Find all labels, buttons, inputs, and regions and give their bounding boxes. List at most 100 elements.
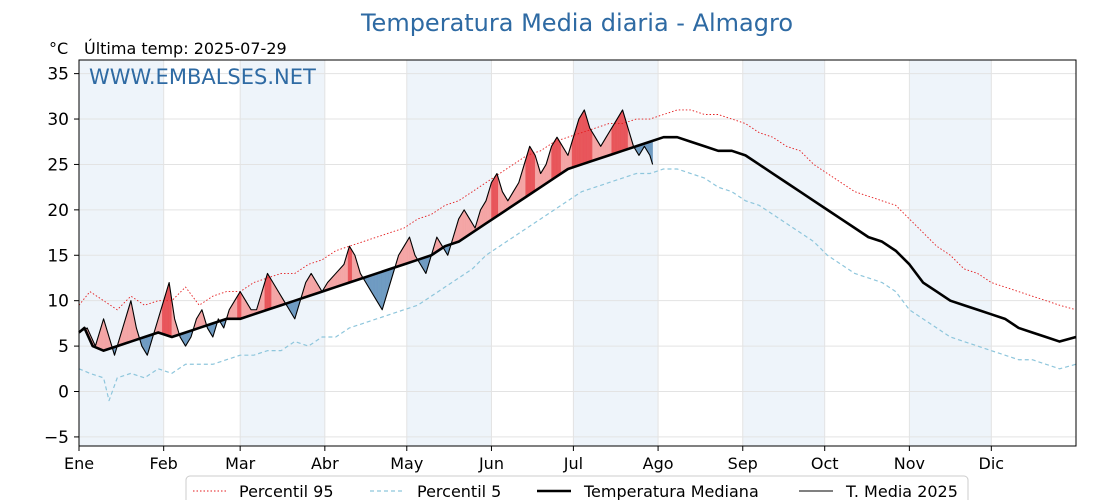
anomaly-fill-above [405, 240, 407, 265]
legend-label-p5: Percentil 5 [417, 482, 501, 500]
y-tick-label: 15 [47, 246, 69, 266]
legend-label-current: T. Media 2025 [845, 482, 958, 500]
anomaly-fill-above [551, 143, 554, 181]
anomaly-fill-above [492, 177, 495, 220]
anomaly-fill-above [533, 152, 536, 193]
anomaly-fill-above [406, 238, 409, 264]
anomaly-fill-above [621, 109, 623, 152]
anomaly-fill-below [376, 272, 379, 304]
anomaly-fill-above [589, 127, 592, 162]
anomaly-fill-above [611, 125, 614, 155]
anomaly-fill-above [461, 211, 463, 241]
anomaly-fill-above [349, 245, 351, 283]
anomaly-fill-above [582, 109, 585, 165]
anomaly-fill-above [163, 296, 166, 336]
anomaly-fill-above [353, 252, 356, 282]
legend: Percentil 95 Percentil 5 Temperatura Med… [185, 475, 969, 504]
legend-label-p95: Percentil 95 [239, 482, 334, 500]
anomaly-fill-above [351, 250, 354, 282]
anomaly-fill-above [607, 131, 610, 157]
x-tick-label: Sep [728, 454, 758, 473]
anomaly-fill-above [129, 300, 132, 343]
anomaly-fill-above [463, 209, 466, 239]
anomaly-fill-above [578, 116, 581, 166]
anomaly-fill-above [558, 138, 560, 176]
month-shade-Nov [909, 60, 992, 446]
anomaly-fill-above [466, 213, 469, 237]
anomaly-fill-above [588, 123, 590, 163]
anomaly-fill-above [560, 143, 563, 174]
anomaly-fill-above [491, 179, 494, 221]
anomaly-fill-above [555, 136, 558, 178]
anomaly-fill-above [528, 146, 530, 196]
anomaly-fill-above [614, 120, 616, 154]
chart-title: Temperatura Media diaria - Almagro [360, 9, 793, 37]
anomaly-fill-above [484, 200, 487, 225]
y-axis-ticks: −5 0 5 10 15 20 25 30 35 [44, 65, 79, 448]
x-tick-label: Abr [311, 454, 339, 473]
anomaly-fill-above [556, 136, 559, 177]
y-tick-label: 10 [47, 292, 69, 312]
anomaly-fill-above [242, 295, 245, 319]
anomaly-fill-above [590, 129, 593, 162]
anomaly-fill-above [580, 113, 582, 166]
anomaly-fill-above [552, 141, 555, 180]
month-shading [79, 60, 992, 446]
anomaly-fill-above [459, 213, 462, 242]
anomaly-fill-below [373, 273, 376, 300]
y-tick-label: 0 [58, 383, 69, 403]
anomaly-fill-above [562, 145, 565, 173]
x-tick-label: Ago [643, 454, 674, 473]
anomaly-fill-above [563, 147, 566, 173]
series-lines [78, 109, 1077, 402]
unit-label: °C [49, 39, 68, 58]
y-tick-label: 25 [47, 155, 69, 175]
anomaly-fill-above [167, 282, 170, 337]
x-tick-label: Jun [478, 454, 504, 473]
series-line-median [78, 135, 1077, 352]
anomaly-fill-above [267, 272, 270, 311]
anomaly-fill-below [372, 274, 375, 297]
anomaly-fill-above [605, 134, 608, 157]
anomaly-fill-above [338, 268, 341, 287]
anomaly-fill-above [502, 190, 504, 213]
y-tick-label: 20 [47, 201, 69, 221]
anomaly-fill-above [619, 111, 622, 153]
anomaly-fill-below [382, 270, 384, 310]
anomaly-fill-above [271, 279, 274, 309]
anomaly-fill-above [592, 131, 595, 162]
anomaly-fill-above [612, 122, 615, 155]
anomaly-fill-above [339, 266, 342, 286]
anomaly-fill-above [275, 286, 278, 308]
anomaly-fill-below [380, 271, 383, 311]
anomaly-fill-above [268, 274, 271, 310]
anomaly-fill-below [377, 272, 380, 306]
y-tick-label: 5 [58, 337, 69, 357]
anomaly-fill-above [529, 145, 532, 195]
x-axis-ticks: Ene Feb Mar Abr May Jun Jul Ago Sep Oct Nov Dic [64, 446, 1004, 473]
anomaly-fill-above [584, 109, 586, 164]
anomaly-fill-above [585, 114, 588, 164]
anomaly-fill-above [517, 181, 519, 203]
y-tick-label: 35 [47, 65, 69, 85]
anomaly-fill-above [272, 281, 275, 309]
anomaly-fill-above [481, 204, 484, 227]
anomaly-fill-below [375, 273, 377, 302]
anomaly-fill-above [616, 116, 619, 153]
anomaly-fill-above [308, 274, 311, 297]
anomaly-fill-below [379, 271, 382, 309]
anomaly-fill-above [574, 128, 577, 167]
anomaly-fill-above [462, 209, 465, 240]
anomaly-fill-above [350, 247, 353, 283]
x-tick-label: Jul [563, 454, 583, 473]
x-tick-label: May [390, 454, 423, 473]
legend-label-median: Temperatura Mediana [583, 482, 759, 500]
anomaly-fill-above [496, 173, 499, 217]
x-tick-label: Ene [64, 454, 94, 473]
anomaly-fill-above [310, 272, 313, 296]
anomaly-fill-above [334, 272, 336, 288]
anomaly-fill-above [164, 291, 167, 336]
anomaly-fill-above [593, 134, 596, 161]
anomaly-fill-above [341, 265, 343, 286]
